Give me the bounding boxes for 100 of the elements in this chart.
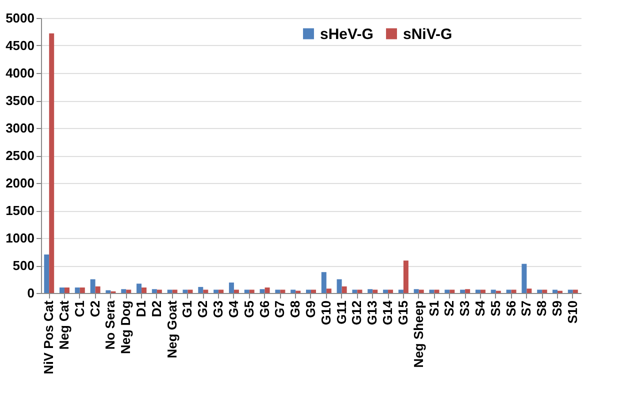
bar — [167, 290, 172, 293]
bar — [414, 289, 419, 293]
bar — [506, 290, 512, 293]
bar — [182, 290, 188, 293]
bar — [74, 288, 80, 293]
x-tick-label: G14 — [380, 300, 396, 326]
bar — [311, 290, 316, 293]
bar — [429, 290, 434, 293]
bar — [450, 290, 455, 293]
bar — [136, 284, 142, 293]
bar — [64, 288, 70, 293]
x-tick-label: D2 — [148, 300, 164, 318]
bar — [388, 290, 394, 293]
bar — [80, 288, 85, 293]
bar — [280, 290, 286, 293]
bar — [249, 290, 254, 293]
y-tick-label: 0 — [27, 286, 34, 300]
bar — [418, 290, 424, 293]
bar — [142, 288, 147, 293]
x-tick-label: S5 — [488, 300, 503, 316]
x-tick-label: S10 — [564, 300, 580, 324]
y-tick-label: 2000 — [6, 176, 34, 190]
y-tick-label: 3000 — [6, 120, 34, 136]
bar — [218, 290, 224, 293]
bar — [244, 290, 250, 293]
bar — [357, 290, 362, 293]
x-tick-label: Neg Goat — [164, 300, 180, 358]
bar — [275, 290, 280, 293]
x-tick-label: S6 — [503, 300, 518, 316]
x-tick-label: C2 — [87, 300, 102, 318]
bar — [460, 290, 466, 293]
x-tick-label: G1 — [180, 300, 195, 318]
x-tick-label: G13 — [364, 300, 380, 326]
bar — [188, 290, 193, 293]
x-tick-label: G6 — [256, 300, 272, 318]
bar — [126, 290, 132, 293]
bar — [156, 290, 162, 293]
x-tick-label: Neg Cat — [56, 300, 72, 350]
bar — [228, 282, 234, 293]
legend-label: sHeV-G — [320, 26, 374, 43]
x-tick-label: G8 — [288, 300, 303, 318]
bar — [203, 290, 208, 293]
bar — [49, 33, 54, 293]
x-tick-label: S4 — [472, 300, 488, 316]
x-tick-label: G9 — [303, 300, 318, 318]
bar — [398, 290, 404, 293]
bar — [260, 289, 265, 293]
bar — [342, 286, 347, 293]
bar — [90, 279, 96, 293]
x-tick-label: G7 — [272, 300, 288, 318]
bar — [465, 289, 470, 293]
y-tick-label: 500 — [12, 258, 34, 273]
bar — [522, 264, 527, 293]
x-tick-label: S9 — [550, 300, 565, 316]
x-tick-label: No Sera — [102, 300, 118, 350]
x-tick-label: G12 — [349, 300, 364, 326]
bar — [383, 290, 388, 293]
bar — [264, 288, 270, 293]
bar — [526, 288, 532, 293]
x-tick-label: Neg Sheep — [410, 300, 426, 368]
bar — [326, 288, 332, 293]
y-tick-label: 3500 — [6, 93, 34, 108]
bar — [444, 290, 450, 293]
bar — [475, 290, 480, 293]
bar — [511, 290, 516, 293]
bar — [480, 290, 486, 293]
x-tick-label: D1 — [134, 300, 149, 318]
bar — [434, 290, 440, 293]
x-tick-label: S3 — [457, 300, 472, 316]
y-tick-label: 5000 — [6, 10, 34, 26]
x-tick-label: Neg Dog — [118, 300, 134, 354]
bar — [368, 289, 373, 293]
bar — [121, 289, 126, 293]
bar — [403, 260, 408, 293]
bar — [568, 290, 573, 293]
x-tick-label: S1 — [426, 300, 442, 316]
bar — [172, 290, 178, 293]
bar — [106, 290, 111, 293]
y-tick-label: 4000 — [6, 66, 34, 80]
bar — [372, 290, 378, 293]
bar — [572, 290, 578, 293]
bar — [95, 286, 100, 293]
x-tick-label: G3 — [210, 300, 226, 318]
bar — [198, 286, 204, 293]
y-tick-label: 4500 — [6, 38, 34, 53]
bar — [537, 290, 542, 293]
x-tick-label: S7 — [518, 300, 534, 316]
x-tick-label: G4 — [226, 300, 241, 318]
x-tick-label: G5 — [241, 300, 256, 318]
x-tick-label: NiV Pos Cat — [41, 300, 56, 374]
bar — [542, 290, 548, 293]
x-tick-label: G10 — [318, 300, 334, 326]
bar — [336, 279, 342, 293]
x-tick-label: S8 — [534, 300, 550, 316]
bar — [44, 254, 50, 293]
bar — [290, 290, 296, 293]
bar — [352, 290, 358, 293]
bar — [152, 289, 157, 293]
bar — [214, 290, 219, 293]
x-tick-label: G15 — [395, 300, 410, 326]
